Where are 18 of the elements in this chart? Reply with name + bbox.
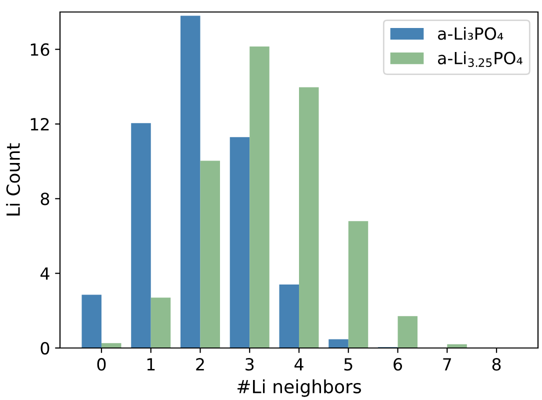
y-tick-label: 8 xyxy=(40,192,50,206)
x-tick-label: 2 xyxy=(196,358,204,370)
x-tick-label: 3 xyxy=(246,358,254,371)
legend-label: a-Li$_{3.25}$PO₄ xyxy=(438,51,522,68)
y-tick-label: 12 xyxy=(30,118,49,130)
x-tick-label: 7 xyxy=(443,358,452,370)
x-tick-label: 4 xyxy=(294,358,304,370)
x-tick-label: 1 xyxy=(147,358,155,370)
y-tick-label: 4 xyxy=(40,268,50,280)
x-tick-label: 8 xyxy=(492,358,501,371)
x-tick-label: 6 xyxy=(394,358,402,371)
legend-label: a-Li₃PO₄ xyxy=(438,27,504,40)
x-tick-label: 5 xyxy=(344,358,352,371)
x-axis-title: #Li neighbors xyxy=(238,379,361,397)
y-tick-label: 0 xyxy=(40,342,50,355)
y-tick-label: 16 xyxy=(30,43,50,56)
x-tick-label: 0 xyxy=(97,358,106,371)
y-axis-title: Li Count xyxy=(6,143,20,216)
